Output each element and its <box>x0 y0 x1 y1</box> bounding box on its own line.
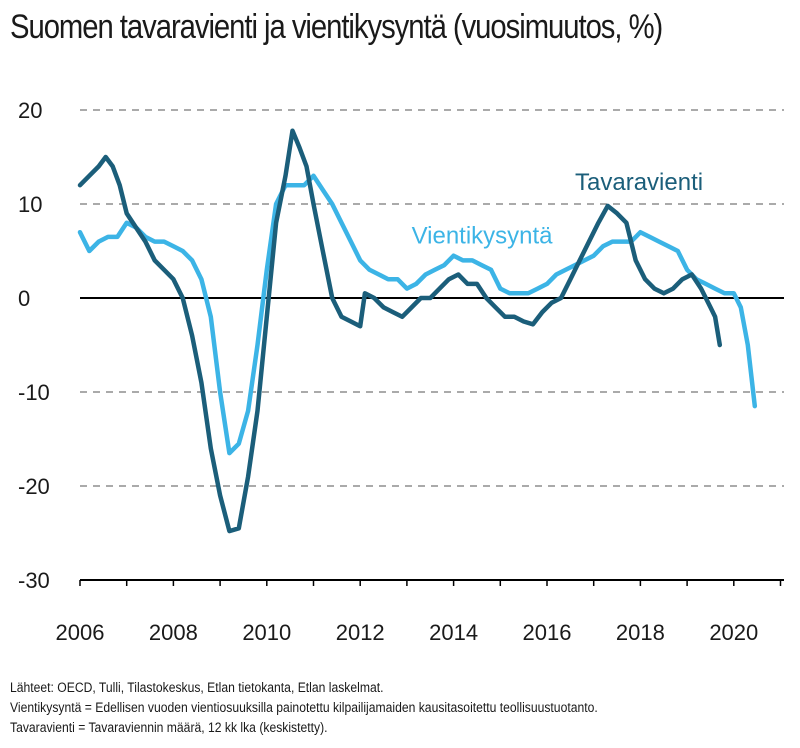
x-tick-label: 2008 <box>149 620 198 645</box>
x-tick-label: 2014 <box>429 620 478 645</box>
series-lines <box>77 128 758 534</box>
y-tick-label: -30 <box>18 568 50 593</box>
x-tick-label: 2012 <box>336 620 385 645</box>
x-tick-label: 2010 <box>242 620 291 645</box>
series-label-tavaravienti: Tavaravienti <box>575 169 703 196</box>
note-tavaravienti: Tavaravienti = Tavaraviennin määrä, 12 k… <box>10 720 328 735</box>
series-line-tavaravienti <box>77 128 723 534</box>
y-tick-label: -10 <box>18 380 50 405</box>
series-line-vientikysynta <box>77 173 758 456</box>
note-vientikysynta: Vientikysyntä = Edellisen vuoden vientio… <box>10 700 598 715</box>
y-tick-label: 10 <box>18 192 42 217</box>
chart-title: Suomen tavaravienti ja vientikysyntä (vu… <box>10 8 663 46</box>
x-tick-label: 2016 <box>523 620 572 645</box>
series-label-vientikysynta: Vientikysyntä <box>412 222 554 249</box>
x-tick-label: 2020 <box>709 620 758 645</box>
y-tick-label: 20 <box>18 98 42 123</box>
x-axis: 2006 2008 2010 2012 2014 2016 2018 2020 <box>56 579 784 645</box>
source-notes: Lähteet: OECD, Tulli, Tilastokeskus, Etl… <box>10 678 598 738</box>
y-tick-labels: 20 10 0 -10 -20 -30 <box>18 98 50 593</box>
x-tick-label: 2006 <box>56 620 105 645</box>
x-tick-label: 2018 <box>616 620 665 645</box>
y-tick-label: 0 <box>18 286 30 311</box>
note-sources: Lähteet: OECD, Tulli, Tilastokeskus, Etl… <box>10 680 384 695</box>
y-tick-label: -20 <box>18 474 50 499</box>
